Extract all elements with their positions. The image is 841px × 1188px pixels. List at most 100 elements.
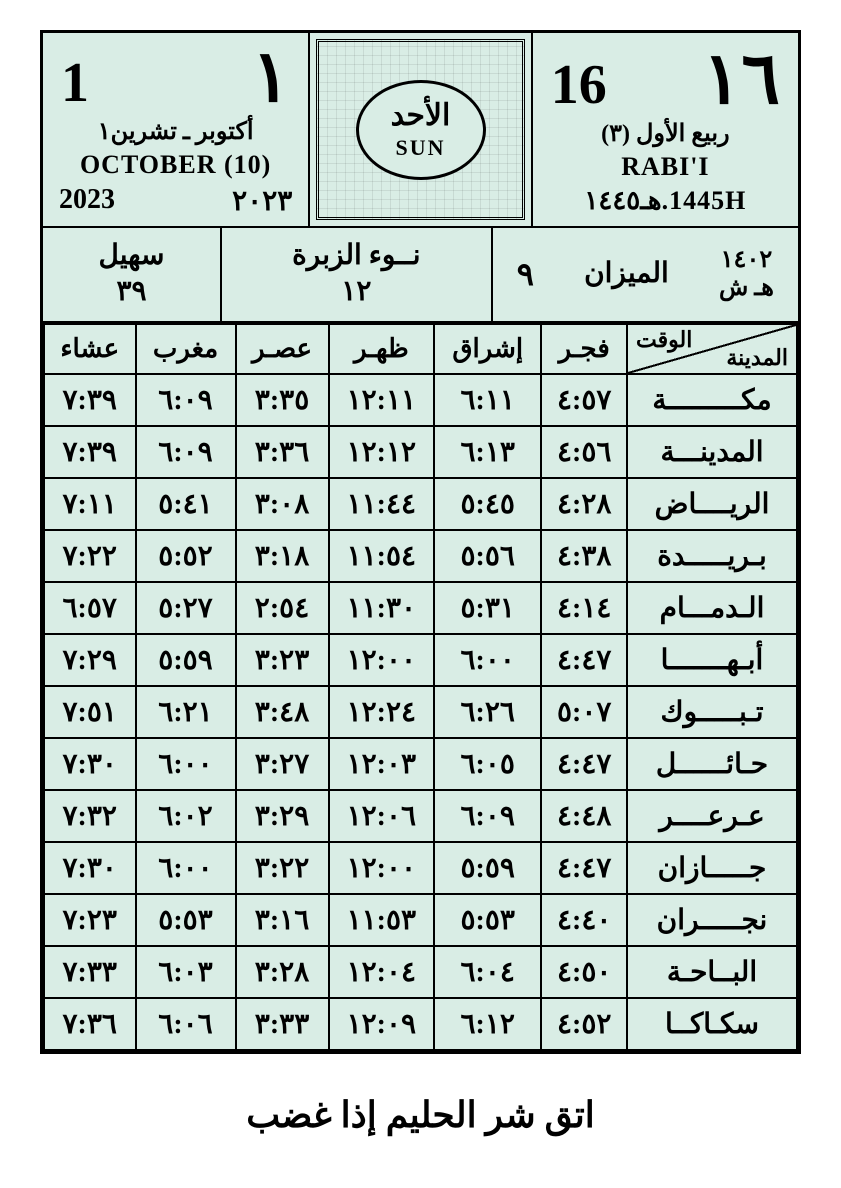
sub-row: سهيل ٣٩ نــوء الزبرة ١٢ ١٤٠٢ هـ ش الميزا… xyxy=(43,228,798,323)
time-cell: ٥:٥٢ xyxy=(136,530,236,582)
table-row: أبـهـــــــا٤:٤٧٦:٠٠١٢:٠٠٣:٢٣٥:٥٩٧:٢٩ xyxy=(44,634,797,686)
time-cell: ٧:٥١ xyxy=(44,686,136,738)
col-isha: عشاء xyxy=(44,324,136,374)
time-cell: ٦:٠٩ xyxy=(136,374,236,426)
time-cell: ١٢:٠٩ xyxy=(329,998,435,1050)
greg-year-west: 2023 xyxy=(59,184,115,218)
city-cell: الـدمـــام xyxy=(627,582,797,634)
greg-day-ar: ١ xyxy=(252,41,291,113)
city-cell: نجـــــران xyxy=(627,894,797,946)
time-cell: ١٢:٠٤ xyxy=(329,946,435,998)
time-cell: ٤:٥٢ xyxy=(541,998,627,1050)
time-cell: ٣:٢٩ xyxy=(236,790,329,842)
time-cell: ٣:٣٦ xyxy=(236,426,329,478)
time-cell: ٤:٤٧ xyxy=(541,842,627,894)
time-cell: ١٢:٠٠ xyxy=(329,842,435,894)
time-cell: ٦:٥٧ xyxy=(44,582,136,634)
header-row: 1 ١ أكتوبر ـ تشرين١ OCTOBER (10) 2023 ٢٠… xyxy=(43,33,798,228)
gregorian-panel: 1 ١ أكتوبر ـ تشرين١ OCTOBER (10) 2023 ٢٠… xyxy=(43,33,310,226)
time-cell: ٥:٤٥ xyxy=(434,478,541,530)
naw-num: ١٢ xyxy=(228,274,485,310)
time-cell: ١٢:٠٦ xyxy=(329,790,435,842)
time-cell: ١٢:١٢ xyxy=(329,426,435,478)
table-row: الـدمـــام٤:١٤٥:٣١١١:٣٠٢:٥٤٥:٢٧٦:٥٧ xyxy=(44,582,797,634)
day-name-ar: الأحد xyxy=(391,98,451,133)
time-cell: ٦:٠٠ xyxy=(136,738,236,790)
time-cell: ٣:٢٣ xyxy=(236,634,329,686)
time-cell: ٦:٢٦ xyxy=(434,686,541,738)
hijri-year: 1445H.هـ١٤٤٥ xyxy=(543,186,788,216)
time-cell: ١١:٥٤ xyxy=(329,530,435,582)
time-cell: ٦:١١ xyxy=(434,374,541,426)
col-dhuhr: ظهـر xyxy=(329,324,435,374)
table-row: تـبـــــوك٥:٠٧٦:٢٦١٢:٢٤٣:٤٨٦:٢١٧:٥١ xyxy=(44,686,797,738)
col-fajr: فجـر xyxy=(541,324,627,374)
time-cell: ١١:٥٣ xyxy=(329,894,435,946)
zodiac-num: ٩ xyxy=(517,254,534,296)
time-cell: ١٢:١١ xyxy=(329,374,435,426)
time-cell: ٤:٥٠ xyxy=(541,946,627,998)
table-header-row: الوقت المدينة فجـر إشراق ظهـر عصـر مغرب … xyxy=(44,324,797,374)
time-cell: ٧:٣٠ xyxy=(44,738,136,790)
calendar-frame: 1 ١ أكتوبر ـ تشرين١ OCTOBER (10) 2023 ٢٠… xyxy=(40,30,801,1054)
time-cell: ٧:٣٩ xyxy=(44,374,136,426)
city-cell: تـبـــــوك xyxy=(627,686,797,738)
time-cell: ٦:٠٩ xyxy=(136,426,236,478)
zodiac-cell: ١٤٠٢ هـ ش الميزان ٩ xyxy=(493,228,798,321)
suhail-num: ٣٩ xyxy=(49,274,214,310)
head-time: الوقت xyxy=(636,327,692,353)
greg-month-ar: أكتوبر ـ تشرين١ xyxy=(53,117,298,146)
table-row: جـــــازان٤:٤٧٥:٥٩١٢:٠٠٣:٢٢٦:٠٠٧:٣٠ xyxy=(44,842,797,894)
time-cell: ٦:١٢ xyxy=(434,998,541,1050)
time-cell: ٧:١١ xyxy=(44,478,136,530)
time-cell: ٦:٠٠ xyxy=(434,634,541,686)
time-cell: ٣:١٨ xyxy=(236,530,329,582)
time-cell: ٣:٠٨ xyxy=(236,478,329,530)
table-row: نجـــــران٤:٤٠٥:٥٣١١:٥٣٣:١٦٥:٥٣٧:٢٣ xyxy=(44,894,797,946)
city-cell: المدينـــة xyxy=(627,426,797,478)
time-cell: ٤:٤٨ xyxy=(541,790,627,842)
suhail-cell: سهيل ٣٩ xyxy=(43,228,222,321)
time-cell: ٥:٥٣ xyxy=(136,894,236,946)
time-cell: ٣:٢٧ xyxy=(236,738,329,790)
greg-year-ar: ٢٠٢٣ xyxy=(232,184,292,218)
city-cell: بـريـــــدة xyxy=(627,530,797,582)
col-ishraq: إشراق xyxy=(434,324,541,374)
time-cell: ٣:٣٣ xyxy=(236,998,329,1050)
city-cell: حـائــــــل xyxy=(627,738,797,790)
naw-cell: نــوء الزبرة ١٢ xyxy=(222,228,493,321)
time-cell: ٣:٢٢ xyxy=(236,842,329,894)
greg-month-en: OCTOBER (10) xyxy=(53,150,298,180)
table-row: حـائــــــل٤:٤٧٦:٠٥١٢:٠٣٣:٢٧٦:٠٠٧:٣٠ xyxy=(44,738,797,790)
time-cell: ٦:٠٥ xyxy=(434,738,541,790)
hijri-month-en: RABI'I xyxy=(543,152,788,182)
time-cell: ٧:٣٩ xyxy=(44,426,136,478)
time-cell: ١٢:٢٤ xyxy=(329,686,435,738)
time-cell: ٥:٥٩ xyxy=(136,634,236,686)
city-cell: سكـاكــا xyxy=(627,998,797,1050)
time-cell: ٥:٥٩ xyxy=(434,842,541,894)
time-cell: ٥:٤١ xyxy=(136,478,236,530)
day-name-en: SUN xyxy=(395,135,445,161)
time-cell: ٦:٠٢ xyxy=(136,790,236,842)
hijri-day-ar: ١٦ xyxy=(703,43,780,115)
time-cell: ٤:٤٧ xyxy=(541,634,627,686)
city-cell: جـــــازان xyxy=(627,842,797,894)
hijri-panel: 16 ١٦ ربيع الأول (٣) RABI'I 1445H.هـ١٤٤٥ xyxy=(533,33,798,226)
city-cell: البــاحـة xyxy=(627,946,797,998)
city-cell: الريــــاض xyxy=(627,478,797,530)
time-cell: ٣:٢٨ xyxy=(236,946,329,998)
time-cell: ٣:٣٥ xyxy=(236,374,329,426)
time-cell: ٥:٥٦ xyxy=(434,530,541,582)
time-cell: ٦:٠٤ xyxy=(434,946,541,998)
table-row: عـرعــــر٤:٤٨٦:٠٩١٢:٠٦٣:٢٩٦:٠٢٧:٣٢ xyxy=(44,790,797,842)
hs-num: ١٤٠٢ xyxy=(719,246,774,275)
time-cell: ٦:٠٩ xyxy=(434,790,541,842)
time-cell: ٥:٣١ xyxy=(434,582,541,634)
time-cell: ٧:٢٣ xyxy=(44,894,136,946)
decor-frame: الأحد SUN xyxy=(316,39,524,220)
prayer-table: الوقت المدينة فجـر إشراق ظهـر عصـر مغرب … xyxy=(43,323,798,1051)
time-cell: ٤:٥٧ xyxy=(541,374,627,426)
col-asr: عصـر xyxy=(236,324,329,374)
time-cell: ٤:٥٦ xyxy=(541,426,627,478)
